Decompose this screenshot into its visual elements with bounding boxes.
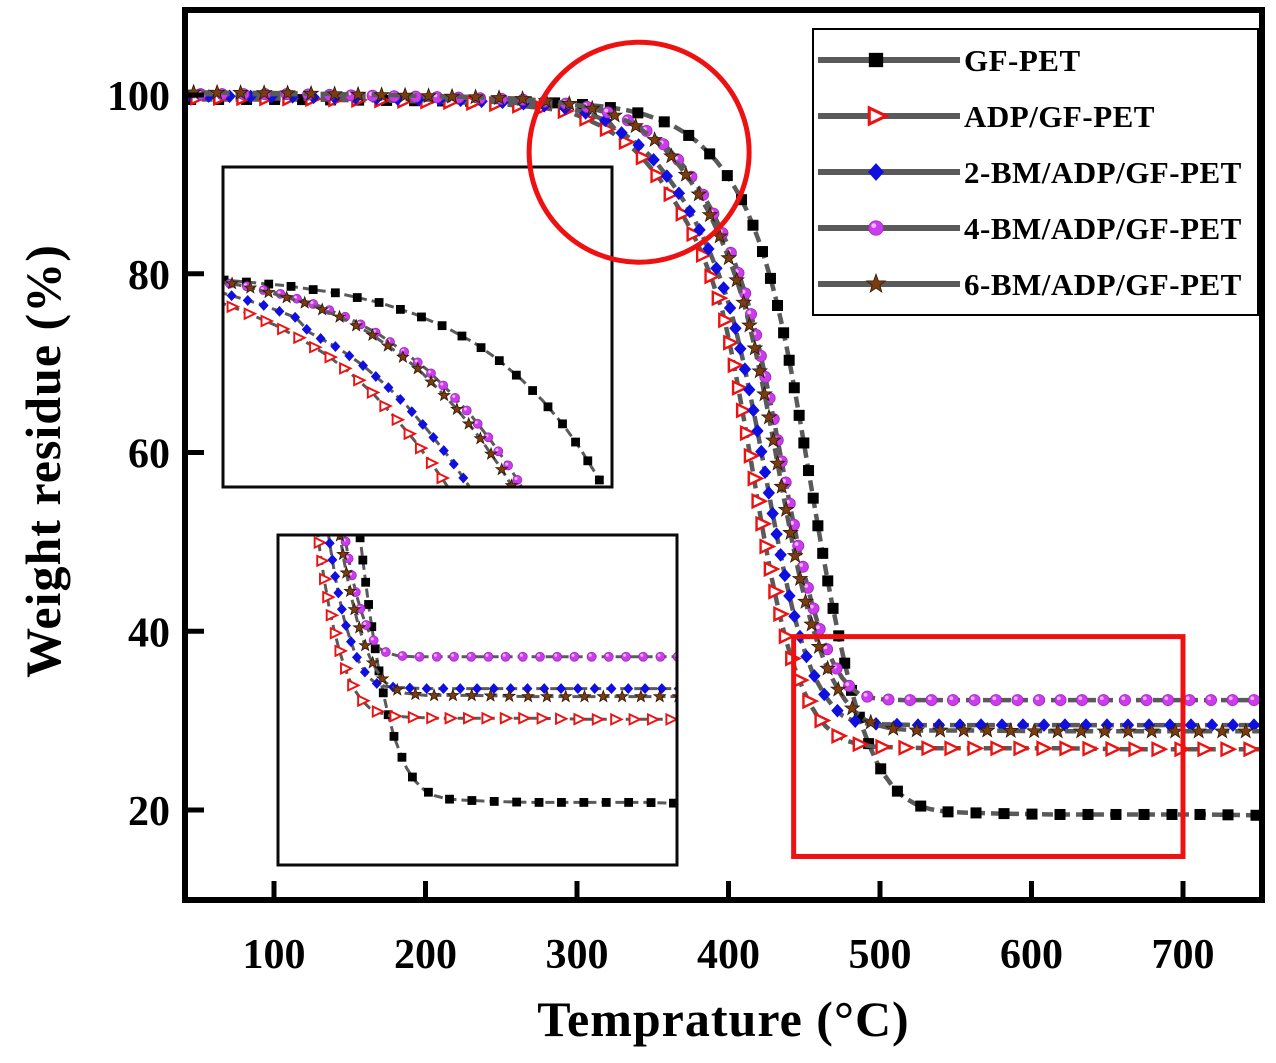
x-axis-title: Temprature (°C) (537, 991, 910, 1047)
plot-frame (182, 7, 1265, 903)
y-tick-label: 20 (128, 789, 170, 835)
series-6-BM/ADP/GF-PET (335, 536, 676, 703)
series-markers-ADP/GF-PET (313, 536, 676, 726)
legend-label: 2-BM/ADP/GF-PET (964, 154, 1242, 190)
legend-entry-4bm: 4-BM/ADP/GF-PET (814, 200, 1257, 256)
legend-label: GF-PET (964, 42, 1081, 78)
axis-ticks: 100 200 300 400 500 600 700 20 40 60 80 100 (107, 74, 1215, 978)
series-ADP/GF-PET (224, 300, 451, 486)
series-GF-PET (355, 536, 676, 808)
series-markers-4-BM/ADP/GF-PET (340, 536, 676, 662)
residue-zoom-inset-frame (276, 533, 679, 867)
main-curves (188, 83, 1259, 821)
series-markers-ADP/GF-PET (226, 300, 451, 485)
onset-highlight-circle (526, 39, 752, 265)
onset-zoom-inset (221, 165, 614, 489)
legend-entry-2bm: 2-BM/ADP/GF-PET (814, 144, 1257, 200)
y-tick-label: 40 (128, 610, 170, 656)
series-markers-2-BM/ADP/GF-PET (226, 290, 469, 484)
series-2-BM/ADP/GF-PET (224, 290, 471, 486)
series-markers-6-BM/ADP/GF-PET (188, 83, 1255, 739)
series-markers-6-BM/ADP/GF-PET (225, 276, 519, 486)
legend-label: ADP/GF-PET (964, 98, 1155, 134)
x-tick-label: 200 (394, 932, 457, 978)
series-2-BM/ADP/GF-PET (324, 536, 676, 695)
x-tick-label: 300 (546, 932, 609, 978)
legend-entry-adp-gf-pet: ADP/GF-PET (814, 88, 1257, 144)
legend-swatch-gf-pet (818, 52, 960, 68)
residue-highlight-rect (791, 634, 1186, 859)
residue-zoom-inset-curves (313, 536, 676, 808)
x-tick-label: 100 (243, 932, 306, 978)
onset-zoom-inset-curves (224, 275, 604, 486)
x-tick-label: 400 (697, 932, 760, 978)
y-tick-label: 60 (128, 432, 170, 478)
residue-zoom-inset (276, 533, 679, 867)
y-axis-title: Weight residue (%) (15, 244, 71, 678)
series-4-BM/ADP/GF-PET (340, 536, 676, 662)
x-tick-label: 600 (1000, 932, 1063, 978)
onset-zoom-inset-frame (221, 165, 614, 489)
series-markers-2-BM/ADP/GF-PET (324, 537, 676, 695)
series-ADP/GF-PET (313, 536, 676, 726)
series-6-BM/ADP/GF-PET (188, 83, 1259, 739)
x-tick-label: 700 (1152, 932, 1215, 978)
legend-swatch-2bm (818, 163, 960, 181)
legend-swatch-4bm (818, 220, 960, 236)
legend-swatch-adp-gf-pet (818, 105, 960, 127)
legend-label: 6-BM/ADP/GF-PET (964, 266, 1242, 302)
series-6-BM/ADP/GF-PET (224, 276, 519, 486)
legend-label: 4-BM/ADP/GF-PET (964, 210, 1242, 246)
series-markers-6-BM/ADP/GF-PET (335, 536, 676, 703)
legend-swatch-6bm (818, 272, 960, 293)
legend-box: GF-PET ADP/GF-PET 2-BM/ADP/GF-PET 4-BM/A… (812, 28, 1259, 316)
legend-entry-gf-pet: GF-PET (814, 32, 1257, 88)
legend-entry-6bm: 6-BM/ADP/GF-PET (814, 256, 1257, 312)
y-tick-label: 80 (128, 253, 170, 299)
x-tick-label: 500 (849, 932, 912, 978)
series-markers-GF-PET (355, 536, 676, 808)
y-tick-label: 100 (107, 74, 170, 120)
